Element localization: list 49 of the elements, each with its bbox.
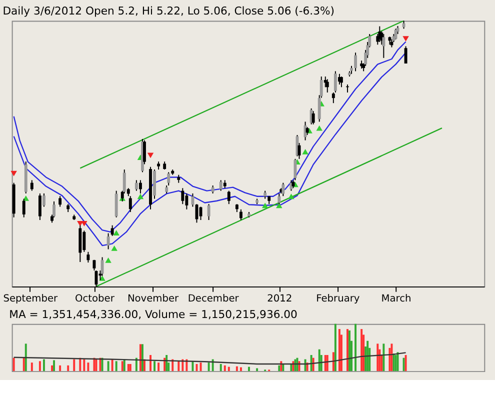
point — [316, 125, 322, 131]
point — [288, 194, 294, 200]
x-tick-label: November — [127, 294, 180, 305]
candlestick — [334, 70, 337, 93]
candlestick — [134, 180, 138, 192]
candlestick — [227, 190, 230, 205]
candlestick — [138, 180, 142, 194]
candlestick — [82, 230, 86, 252]
candlestick — [312, 110, 315, 125]
point — [113, 230, 120, 236]
x-tick-label: February — [316, 294, 360, 305]
candlestick — [404, 46, 408, 64]
chart-title: Daily 3/6/2012 Open 5.2, Hi 5.22, Lo 5.06, Close 5.06 (-6.3%) — [2, 4, 334, 18]
candlestick — [191, 192, 194, 208]
candlestick — [219, 180, 222, 192]
candlestick — [30, 180, 34, 192]
candlestick — [354, 52, 358, 72]
x-tick-label: September — [3, 294, 59, 305]
x-tick-label: 2012 — [267, 294, 292, 305]
candlestick — [207, 204, 210, 221]
candlestick — [340, 76, 343, 88]
candlestick — [110, 224, 114, 236]
candlestick — [58, 196, 62, 208]
candlestick — [181, 188, 184, 205]
candlestick — [38, 192, 42, 221]
candlestick — [167, 172, 170, 186]
x-tick-label: March — [381, 294, 412, 305]
point — [137, 194, 144, 200]
candlestick — [332, 92, 335, 104]
candlestick — [239, 208, 242, 221]
x-tick-label: December — [188, 294, 240, 305]
point — [302, 149, 308, 154]
point — [10, 170, 17, 176]
candlestick — [128, 196, 132, 213]
point — [99, 276, 106, 281]
candlestick — [326, 78, 329, 93]
point — [111, 245, 118, 251]
point — [147, 152, 154, 158]
candlestick — [22, 198, 26, 218]
candlestick — [382, 34, 386, 58]
point — [402, 36, 409, 42]
chart-title: MA = 1,351,454,336.00, Volume = 1,150,215,936.00 — [9, 308, 298, 321]
candlestick — [106, 232, 110, 250]
point — [105, 257, 112, 263]
point — [262, 202, 268, 208]
candlestick — [86, 251, 90, 264]
candlestick — [114, 190, 118, 218]
candlestick — [185, 192, 188, 210]
x-tick-label: October — [75, 294, 116, 305]
